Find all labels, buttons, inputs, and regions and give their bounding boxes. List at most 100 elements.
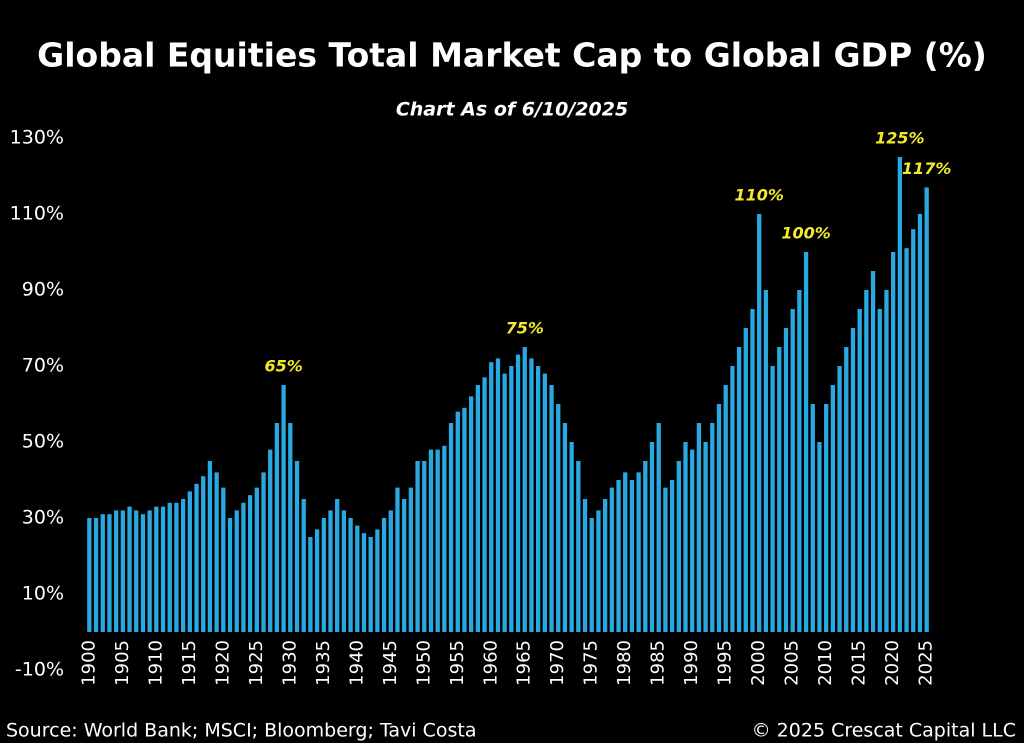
bar xyxy=(301,499,306,632)
bar xyxy=(227,518,233,632)
chart-subtitle: Chart As of 6/10/2025 xyxy=(396,99,628,121)
x-tick-label: 1945 xyxy=(380,640,401,686)
bar xyxy=(897,157,903,632)
bar xyxy=(355,525,360,632)
bar xyxy=(917,214,923,632)
bar xyxy=(535,366,541,632)
bar xyxy=(596,510,601,632)
bar xyxy=(763,290,769,632)
y-tick-label: -10% xyxy=(15,659,64,681)
bar xyxy=(703,442,708,632)
bar xyxy=(234,510,239,632)
bar xyxy=(562,423,568,632)
bar xyxy=(609,487,614,632)
bar xyxy=(368,537,373,632)
bar xyxy=(281,385,286,632)
bar xyxy=(415,461,420,632)
bar xyxy=(160,506,166,632)
bar xyxy=(750,309,755,632)
bar xyxy=(884,290,889,632)
bar xyxy=(783,328,789,632)
data-label: 75% xyxy=(506,319,544,338)
source: Source: World Bank; MSCI; Bloomberg; Tav… xyxy=(6,720,476,742)
bar xyxy=(335,499,340,632)
bar xyxy=(817,442,822,632)
bar xyxy=(576,461,581,632)
bar xyxy=(448,423,454,632)
x-tick-label: 2005 xyxy=(782,640,803,686)
bar xyxy=(254,487,259,632)
x-tick-label: 1970 xyxy=(547,640,568,686)
bar xyxy=(656,423,661,632)
bar xyxy=(469,396,474,632)
x-tick-label: 1950 xyxy=(413,640,434,686)
bar xyxy=(502,373,507,632)
bar xyxy=(549,385,554,632)
x-tick-label: 1985 xyxy=(648,640,669,686)
bar xyxy=(482,377,487,632)
bar xyxy=(623,472,628,632)
bar xyxy=(850,328,856,632)
bar xyxy=(904,248,909,632)
bar xyxy=(214,472,219,632)
x-tick-label: 1900 xyxy=(78,640,99,686)
bar xyxy=(649,442,655,632)
bar xyxy=(690,449,695,632)
bar xyxy=(261,472,266,632)
bar xyxy=(824,404,829,632)
bar xyxy=(140,514,146,632)
bar xyxy=(911,229,916,632)
bar xyxy=(455,411,460,632)
y-tick-label: 10% xyxy=(22,583,64,605)
bar xyxy=(321,518,326,632)
bar xyxy=(294,461,300,632)
bar xyxy=(361,533,367,632)
bar xyxy=(207,461,213,632)
x-tick-label: 1975 xyxy=(581,640,602,686)
bar xyxy=(797,290,802,632)
data-label: 100% xyxy=(781,224,830,243)
bar xyxy=(810,404,815,632)
bar xyxy=(314,529,320,632)
bar xyxy=(629,480,635,632)
bar xyxy=(877,309,882,632)
bar xyxy=(475,385,481,632)
bar xyxy=(288,423,293,632)
bar xyxy=(730,366,735,632)
bar xyxy=(663,487,668,632)
bar xyxy=(348,518,353,632)
x-tick-label: 1960 xyxy=(480,640,501,686)
bar xyxy=(201,476,206,632)
y-tick-label: 50% xyxy=(22,431,64,453)
bar xyxy=(388,510,393,632)
bar xyxy=(803,252,809,632)
y-tick-label: 130% xyxy=(10,127,64,149)
bar xyxy=(857,309,862,632)
bar xyxy=(582,499,588,632)
y-tick-label: 90% xyxy=(22,279,64,301)
bar xyxy=(180,499,186,632)
x-tick-label: 2025 xyxy=(916,640,937,686)
x-tick-label: 1940 xyxy=(346,640,367,686)
bar xyxy=(489,362,494,632)
bar xyxy=(743,328,748,632)
x-tick-label: 1905 xyxy=(112,640,133,686)
bar xyxy=(556,404,561,632)
bar xyxy=(402,499,407,632)
x-tick-label: 1910 xyxy=(145,640,166,686)
x-tick-label: 1925 xyxy=(246,640,267,686)
data-label: 125% xyxy=(875,129,924,148)
bar xyxy=(381,518,387,632)
bar xyxy=(113,510,119,632)
bar xyxy=(395,487,400,632)
bar xyxy=(247,495,253,632)
bar xyxy=(442,445,447,632)
bar xyxy=(669,480,675,632)
bar xyxy=(716,404,722,632)
bar xyxy=(542,373,547,632)
x-tick-label: 1990 xyxy=(681,640,702,686)
bar xyxy=(509,366,514,632)
bar xyxy=(770,366,775,632)
bar xyxy=(194,483,199,632)
